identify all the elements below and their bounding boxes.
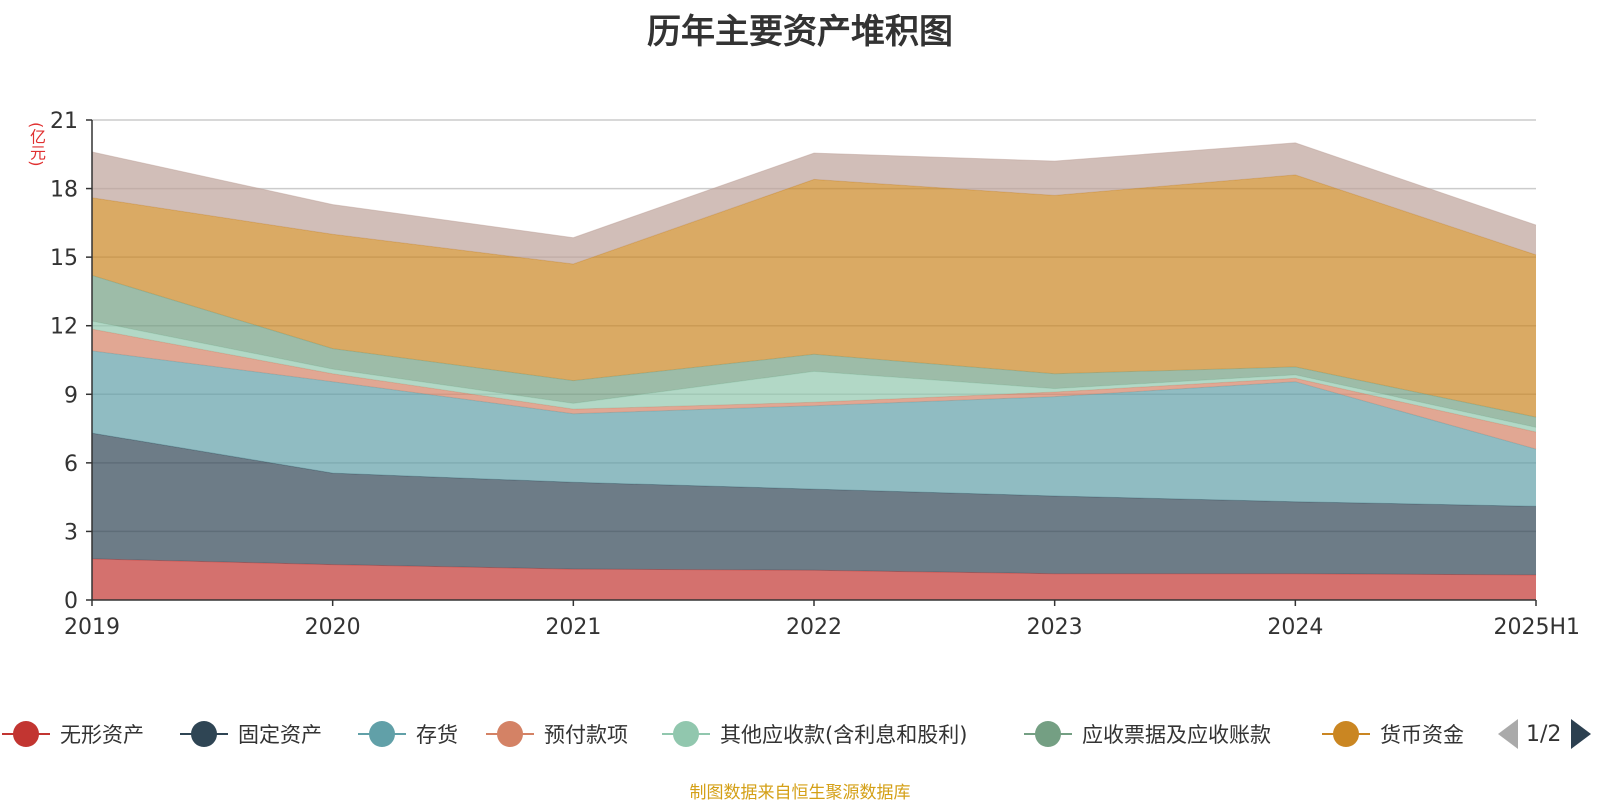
legend-pager: 1/2 bbox=[1498, 716, 1592, 752]
legend-marker-icon bbox=[660, 721, 712, 747]
legend-label: 预付款项 bbox=[544, 723, 628, 747]
area-series-edge-7 bbox=[91, 142, 1537, 239]
x-tick-label: 2024 bbox=[1267, 615, 1323, 640]
y-tick-label: 18 bbox=[50, 178, 78, 203]
area-series-7[interactable] bbox=[92, 142, 1536, 264]
triangle-left-icon[interactable] bbox=[1498, 719, 1518, 749]
legend-item[interactable]: 货币资金 bbox=[1320, 714, 1464, 754]
area-series-0[interactable] bbox=[92, 558, 1536, 600]
chart-title: 历年主要资产堆积图 bbox=[647, 12, 953, 52]
axes: 0 3 6 9 12 15 18 21 2019 2020 2021 2022 2023 2024 2025… bbox=[50, 109, 1580, 640]
legend-item[interactable]: 应收票据及应收账款 bbox=[1022, 714, 1271, 754]
legend-marker-icon bbox=[1022, 721, 1074, 747]
legend-item[interactable]: 无形资产 bbox=[0, 714, 144, 754]
area-series-1[interactable] bbox=[92, 433, 1536, 575]
legend-label: 无形资产 bbox=[60, 723, 144, 747]
legend-label: 存货 bbox=[416, 723, 458, 747]
legend-item[interactable]: 存货 bbox=[356, 714, 458, 754]
legend-label: 货币资金 bbox=[1380, 723, 1464, 747]
legend-label: 固定资产 bbox=[238, 723, 322, 747]
legend-marker-icon bbox=[0, 721, 52, 747]
y-tick-label: 0 bbox=[64, 589, 78, 614]
stacked-area-chart: 0 3 6 9 12 15 18 21 2019 2020 2021 2022 2023 2024 2025… bbox=[50, 109, 1580, 640]
legend-item[interactable]: 其他应收款(含利息和股利) bbox=[660, 714, 967, 754]
area-series-4[interactable] bbox=[92, 321, 1536, 432]
legend-marker-icon bbox=[178, 721, 230, 747]
legend-marker-icon bbox=[356, 721, 408, 747]
legend-marker-icon bbox=[1320, 721, 1372, 747]
y-tick-label: 3 bbox=[64, 520, 78, 545]
chart-legend: 无形资产 固定资产 存货 预付款项 其他应收款(含利息和股利) 应收票据及应收账款 货币资金 bbox=[0, 714, 1600, 754]
y-tick-label: 15 bbox=[50, 246, 78, 271]
x-tick-label: 2022 bbox=[786, 615, 842, 640]
legend-label: 其他应收款(含利息和股利) bbox=[720, 723, 968, 747]
y-tick-label: 21 bbox=[50, 109, 78, 134]
legend-marker-icon bbox=[484, 721, 536, 747]
x-tick-label: 2021 bbox=[545, 615, 601, 640]
x-tick-label: 2019 bbox=[64, 615, 120, 640]
area-series-6[interactable] bbox=[92, 174, 1536, 418]
area-series-2[interactable] bbox=[92, 350, 1536, 507]
legend-page-indicator: 1/2 bbox=[1526, 721, 1562, 747]
data-source-note: 制图数据来自恒生聚源数据库 bbox=[689, 783, 911, 803]
y-tick-label: 12 bbox=[50, 315, 78, 340]
legend-item[interactable]: 预付款项 bbox=[484, 714, 628, 754]
area-series bbox=[91, 142, 1537, 600]
x-tick-label: 2020 bbox=[305, 615, 361, 640]
x-tick-label: 2023 bbox=[1027, 615, 1083, 640]
y-axis-unit-label: (亿元) bbox=[27, 122, 46, 167]
legend-label: 应收票据及应收账款 bbox=[1082, 723, 1271, 747]
triangle-right-icon[interactable] bbox=[1571, 719, 1592, 749]
y-tick-label: 6 bbox=[64, 452, 78, 477]
legend-item[interactable]: 固定资产 bbox=[178, 714, 322, 754]
x-tick-label: 2025H1 bbox=[1493, 615, 1580, 640]
y-tick-label: 9 bbox=[64, 383, 78, 408]
